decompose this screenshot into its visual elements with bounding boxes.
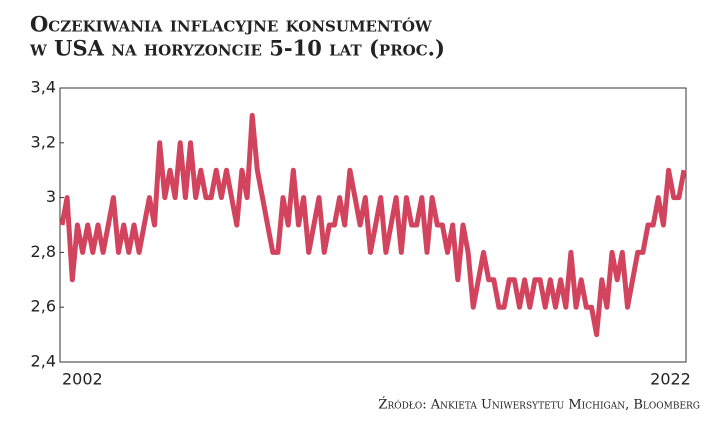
y-tick-label: 2,8 [31,242,56,261]
chart-title: Oczekiwania inflacyjne konsumentów [30,12,433,37]
y-tick-label: 3,2 [31,132,56,151]
x-tick-label: 2002 [62,370,103,389]
y-tick-label: 2,6 [31,297,56,316]
chart-title: w USA na horyzoncie 5-10 lat (proc.) [29,36,445,61]
y-tick-label: 3 [46,187,56,206]
y-tick-label: 3,4 [31,78,56,97]
y-tick-label: 2,4 [31,352,56,371]
source: Źródło: Ankieta Uniwersytetu Michigan, B… [378,397,700,413]
data-line [59,112,687,338]
x-tick-label: 2022 [650,370,691,389]
plot-frame [59,87,687,363]
